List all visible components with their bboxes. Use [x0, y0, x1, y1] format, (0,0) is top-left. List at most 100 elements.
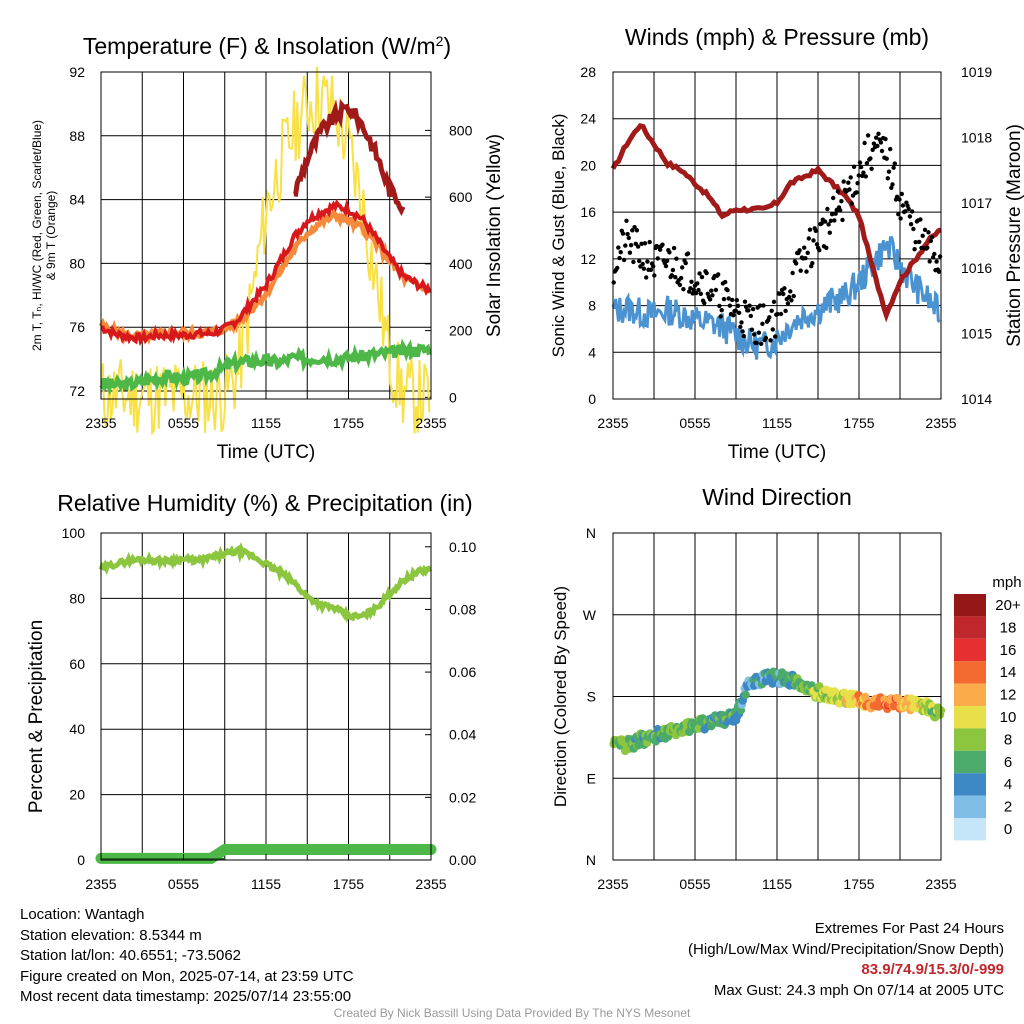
- y-tick-label: 12: [580, 251, 596, 267]
- gust-point: [760, 321, 765, 326]
- gust-point: [624, 218, 629, 223]
- gust-point: [719, 308, 724, 313]
- y2-tick-label: 600: [449, 189, 473, 205]
- gust-point: [783, 308, 788, 314]
- gust-point: [929, 235, 935, 240]
- gust-point: [750, 306, 756, 312]
- x-tick-label: 2355: [85, 415, 116, 431]
- legend-title: mph: [992, 574, 1021, 591]
- x-tick-label: 2355: [85, 876, 116, 892]
- gust-point: [875, 143, 880, 149]
- legend-swatch: [954, 728, 986, 751]
- gust-point: [806, 236, 811, 241]
- gust-point: [807, 227, 813, 232]
- gust-point: [878, 140, 884, 145]
- gust-point: [637, 258, 642, 264]
- gust-point: [786, 294, 792, 300]
- gust-point: [819, 221, 824, 226]
- legend-swatch: [954, 795, 986, 818]
- gust-point: [886, 169, 892, 174]
- legend-label: 8: [1004, 731, 1012, 748]
- legend-label: 0: [1004, 821, 1012, 838]
- recent-data-text: Most recent data timestamp: 2025/07/14 2…: [20, 988, 352, 1005]
- y-tick-label: E: [587, 770, 596, 786]
- gust-point: [855, 181, 860, 186]
- gust-point: [926, 230, 931, 235]
- gust-point: [936, 269, 942, 274]
- gust-point: [839, 199, 844, 204]
- x-tick-label: 2355: [415, 876, 446, 892]
- gust-point: [918, 217, 923, 222]
- gust-point: [673, 275, 678, 280]
- gust-point: [827, 230, 832, 235]
- gust-point: [835, 189, 841, 194]
- gust-point: [705, 291, 710, 296]
- gust-point: [930, 255, 936, 260]
- gust-point: [634, 228, 640, 233]
- legend-swatch: [954, 616, 986, 639]
- gust-point: [741, 333, 746, 339]
- gust-point: [690, 291, 695, 296]
- series-heat-index-line: [293, 99, 406, 217]
- gust-point: [789, 298, 794, 303]
- gust-point: [920, 233, 925, 238]
- y-tick-label: 80: [69, 590, 85, 606]
- gust-point: [856, 173, 861, 178]
- y-tick-label: 24: [580, 111, 596, 127]
- gust-point: [769, 308, 774, 313]
- gust-point: [897, 197, 902, 202]
- legend-swatch: [954, 638, 986, 662]
- gust-point: [861, 170, 866, 175]
- y-tick-label: 76: [69, 319, 85, 335]
- gust-point: [937, 254, 943, 259]
- gust-point: [814, 242, 820, 247]
- gust-point: [696, 287, 701, 293]
- gust-point: [640, 261, 645, 267]
- gust-point: [632, 225, 637, 230]
- gust-point: [862, 140, 867, 146]
- gust-point: [645, 259, 650, 264]
- y-axis-label: Direction (Colored By Speed): [551, 586, 570, 807]
- gust-point: [717, 303, 722, 309]
- gust-point: [906, 206, 911, 212]
- y-tick-label: 88: [69, 128, 85, 144]
- x-tick-label: 0555: [168, 876, 199, 892]
- gust-point: [635, 244, 641, 249]
- gust-point: [832, 218, 837, 223]
- gust-point: [630, 228, 635, 233]
- gust-point: [736, 310, 742, 315]
- gust-point: [817, 248, 822, 253]
- gust-point: [822, 219, 828, 224]
- legend-label: 20+: [995, 597, 1021, 614]
- gust-point: [912, 247, 917, 252]
- legend-label: 4: [1004, 776, 1012, 793]
- gust-point: [898, 216, 903, 221]
- legend-label: 14: [1000, 664, 1017, 681]
- gust-point: [782, 286, 787, 291]
- gust-point: [731, 313, 736, 318]
- gust-point: [663, 263, 669, 269]
- gust-point: [829, 212, 835, 217]
- gust-point: [617, 255, 622, 261]
- series-rh-line: [98, 541, 432, 623]
- gust-point: [896, 212, 901, 217]
- gust-point: [710, 293, 715, 298]
- legend-swatch: [954, 683, 986, 706]
- gust-point: [891, 165, 896, 170]
- series-direction-points: [609, 667, 946, 756]
- gust-point: [846, 180, 851, 185]
- y2-tick-label: 200: [449, 323, 473, 339]
- y2-tick-label: 0.08: [449, 601, 476, 617]
- x-tick-label: 1755: [843, 876, 874, 892]
- gust-point: [678, 275, 684, 281]
- station-info: Location: Wantagh Station elevation: 8.5…: [20, 905, 354, 1008]
- y-tick-label: S: [587, 689, 596, 705]
- legend-swatch: [954, 661, 986, 684]
- y-tick-label: 92: [69, 64, 85, 80]
- gust-point: [883, 136, 888, 142]
- y-tick-label: 0: [588, 391, 596, 407]
- gust-point: [660, 242, 665, 247]
- gust-point: [747, 303, 752, 308]
- gust-point: [752, 332, 757, 337]
